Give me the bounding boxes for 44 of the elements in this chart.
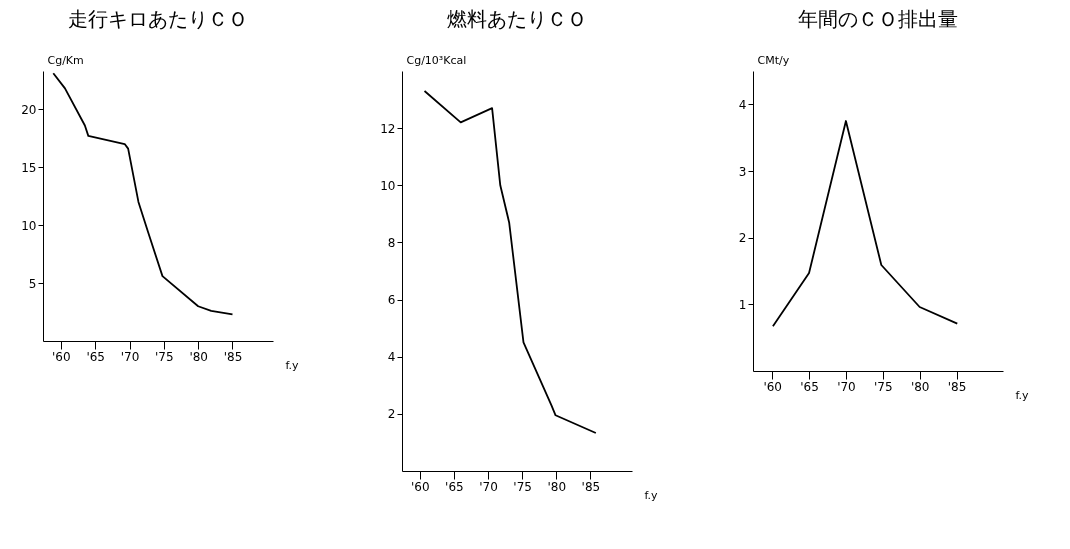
chart-title: 走行キロあたりＣＯ (68, 7, 248, 31)
y-axis-title: Cg/10³Kcal (406, 53, 467, 67)
y-axis-title: Cg/Km (47, 53, 84, 67)
x-tick-label: '70 (120, 349, 140, 364)
y-tick-label: 12 (380, 121, 396, 136)
x-tick-label: '65 (800, 379, 819, 394)
y-axis-title: CMt/y (757, 53, 790, 67)
y-tick-label: 15 (21, 160, 37, 175)
chart-title: 年間のＣＯ排出量 (798, 7, 958, 31)
y-tick-label: 2 (738, 231, 747, 246)
x-tick-label: '85 (947, 379, 967, 394)
y-tick-label: 10 (380, 178, 396, 193)
x-tick-label: '65 (86, 349, 105, 364)
x-tick-label: '60 (52, 349, 71, 364)
x-tick-label: '70 (837, 379, 856, 394)
x-tick-label: '60 (763, 379, 782, 394)
y-tick-label: 3 (738, 164, 747, 179)
x-tick-label: '80 (189, 349, 208, 364)
x-tick-label: '80 (910, 379, 930, 394)
line-series (52, 72, 234, 316)
x-tick-label: '80 (547, 479, 567, 494)
x-axis-title: f.y (285, 358, 300, 372)
x-axis-title: f.y (644, 488, 659, 502)
y-tick-label: 4 (387, 350, 396, 365)
x-tick-label: '85 (581, 479, 601, 494)
x-tick-label: '75 (155, 349, 174, 364)
y-tick-label: 20 (21, 102, 37, 117)
y-tick-label: 5 (28, 276, 37, 291)
y-tick-label: 8 (387, 235, 396, 250)
y-tick-label: 2 (387, 407, 396, 422)
y-tick-label: 6 (387, 293, 396, 308)
x-tick-label: '75 (513, 479, 532, 494)
y-tick-label: 1 (738, 297, 747, 312)
x-tick-label: '85 (223, 349, 243, 364)
x-tick-label: '65 (445, 479, 464, 494)
y-tick-label: 4 (738, 97, 747, 112)
line-series (423, 90, 597, 434)
x-tick-label: '75 (874, 379, 893, 394)
y-tick-label: 10 (21, 218, 37, 233)
x-axis-title: f.y (1015, 388, 1030, 402)
x-tick-label: '70 (479, 479, 498, 494)
line-series (772, 120, 959, 328)
chart-title: 燃料あたりＣＯ (447, 7, 587, 31)
x-tick-label: '60 (410, 479, 430, 494)
